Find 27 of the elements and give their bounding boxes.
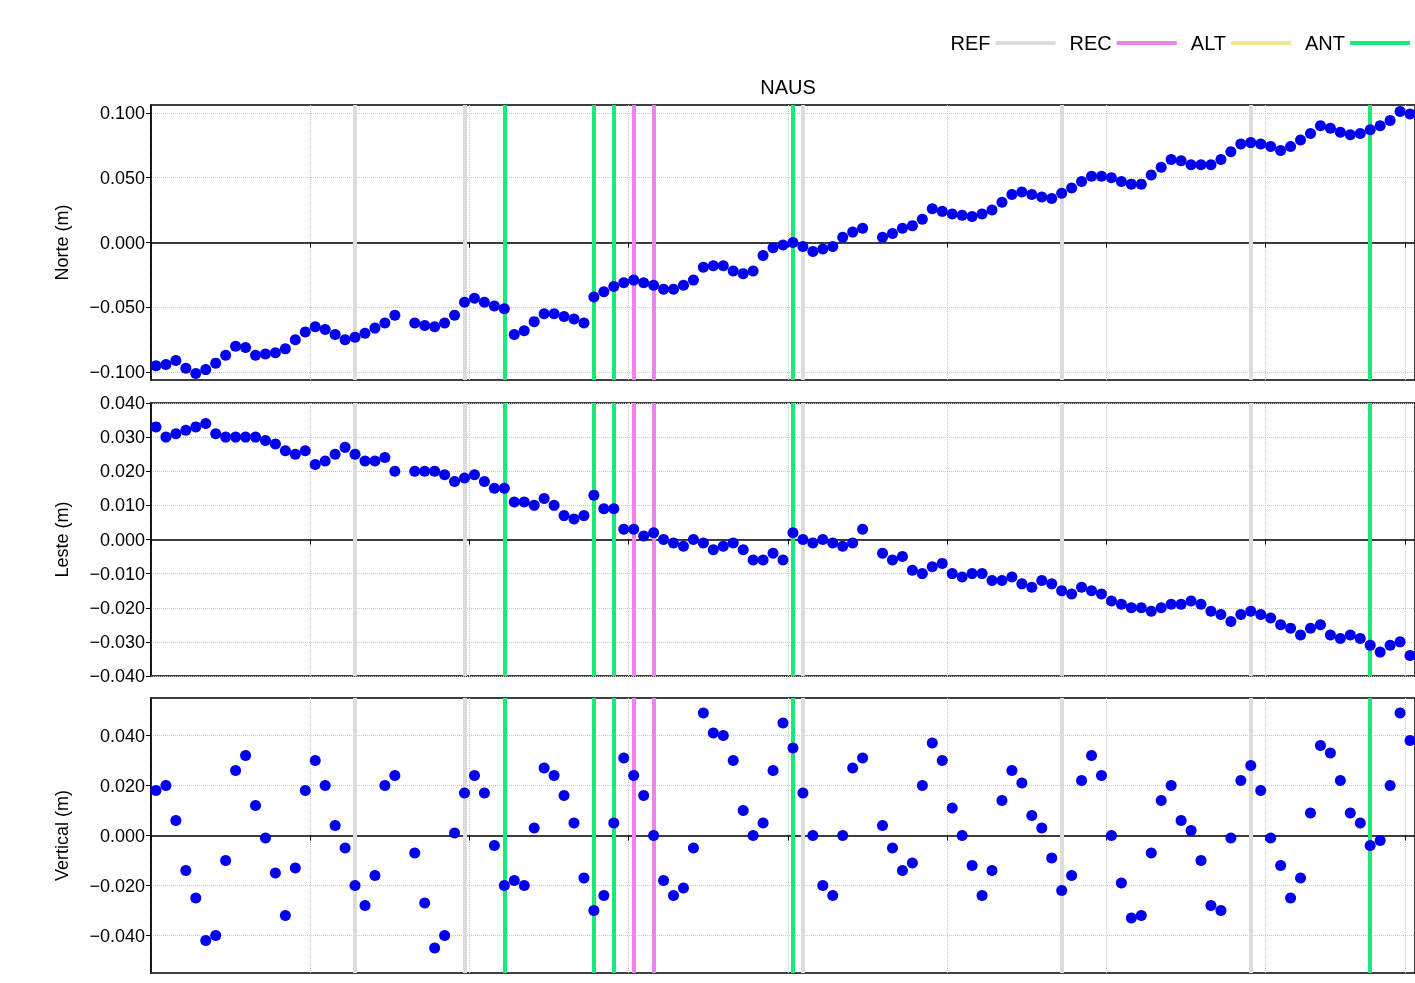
y-tick-label: 0.030 [99,427,145,448]
legend-label: ANT [1305,32,1345,54]
chart-title: NAUS [760,76,816,98]
y-tick-label: 0.100 [99,102,145,123]
y-tick-label: −0.040 [89,925,145,946]
y-tick-label: −0.050 [89,297,145,318]
y-tick-label: −0.100 [89,362,145,383]
legend-label: REC [1069,32,1112,54]
y-tick-label: 0.000 [99,825,145,846]
y-tick-label: −0.020 [89,875,145,896]
y-tick-label: −0.040 [89,666,145,686]
y-tick-label: 0.040 [99,725,145,746]
y-tick-label: −0.010 [89,563,145,584]
y-axis-title: Leste (m) [52,501,72,578]
y-tick-label: 0.040 [99,393,145,413]
y-tick-label: −0.030 [89,631,145,652]
y-tick-label: 0.000 [99,529,145,550]
y-tick-label: −0.020 [89,597,145,618]
y-tick-label: 0.000 [99,232,145,253]
y-tick-label: 0.020 [99,775,145,796]
y-tick-label: 0.010 [99,495,145,516]
y-tick-label: 0.050 [99,167,145,188]
y-axis-title: Vertical (m) [52,789,72,882]
legend-label: ALT [1190,32,1226,54]
legend-label: REF [950,32,991,54]
y-axis-title: Norte (m) [52,204,72,281]
y-tick-label: 0.020 [99,461,145,482]
